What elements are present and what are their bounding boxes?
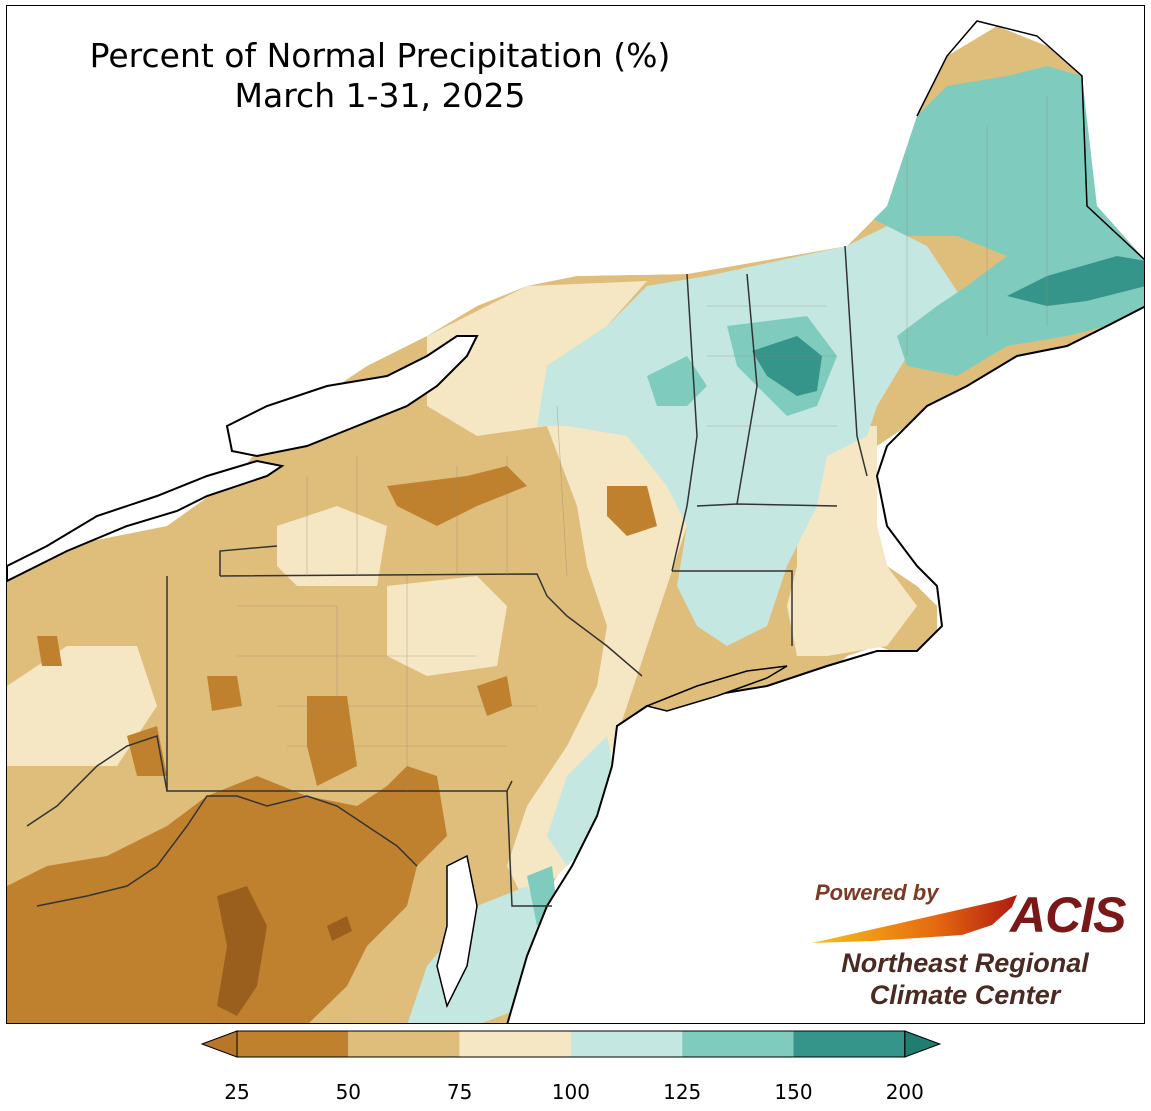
map-title: Percent of Normal Precipitation (%) <box>89 36 671 75</box>
colorbar-extend-high <box>904 1030 942 1058</box>
region-cream-nny <box>427 281 647 436</box>
region-brown-nypa <box>607 486 657 536</box>
lake-erie <box>7 459 285 583</box>
colorbar-segment <box>237 1031 349 1057</box>
region-cream-east <box>507 426 687 906</box>
region-darkteal-nh <box>752 336 822 396</box>
legend-colorbar <box>200 1030 942 1058</box>
logo-powered-by: Powered by <box>815 880 939 905</box>
colorbar-tick-label: 50 <box>335 1080 362 1104</box>
chesapeake-bay <box>436 854 478 1009</box>
region-darkbrown-wv <box>217 886 267 1016</box>
region-lightteal-nj <box>547 736 617 866</box>
logo-org-line1: Northeast Regional <box>841 948 1089 978</box>
precip-map <box>7 6 1144 1023</box>
colorbar-extend-low <box>200 1030 238 1058</box>
colorbar-tick-label: 25 <box>224 1080 250 1104</box>
region-cream-ny <box>277 506 387 586</box>
region-cream-pa <box>387 576 507 676</box>
colorbar-tick-label: 150 <box>774 1080 813 1104</box>
atlantic-ocean <box>506 305 1144 1023</box>
colorbar-segment <box>459 1031 571 1057</box>
logo-acis: ACIS <box>1010 887 1126 943</box>
map-panel <box>6 5 1145 1024</box>
county-lines <box>237 96 1048 791</box>
region-brown-pa1 <box>207 676 242 711</box>
region-darkteal-maine <box>1007 256 1144 306</box>
region-darkbrown-va <box>327 916 352 941</box>
canada-boundary <box>916 20 1144 261</box>
colorbar-tick-label: 75 <box>446 1080 473 1104</box>
colorbar-segment <box>793 1031 905 1057</box>
region-cream-west <box>7 646 157 766</box>
lake-ontario <box>225 335 479 458</box>
colorbar-segment <box>348 1031 460 1057</box>
acis-swoosh-icon <box>812 895 1017 943</box>
region-lightteal-vt-nh <box>537 226 967 646</box>
canada-north <box>567 6 1144 276</box>
map-subtitle-date: March 1-31, 2025 <box>234 76 526 115</box>
region-brown-pa2 <box>307 696 357 786</box>
logo-org-line2: Climate Center <box>869 980 1061 1010</box>
long-island <box>644 665 788 712</box>
state-boundaries <box>26 245 868 907</box>
colorbar-tick-label: 100 <box>551 1080 590 1104</box>
colorbar-segment <box>570 1031 683 1057</box>
region-teal-vt <box>647 356 707 406</box>
colorbar-segment <box>682 1031 794 1057</box>
colorbar-tick-label: 125 <box>663 1080 702 1104</box>
region-brown-west <box>37 636 62 666</box>
colorbar-tick-label: 200 <box>885 1080 924 1104</box>
